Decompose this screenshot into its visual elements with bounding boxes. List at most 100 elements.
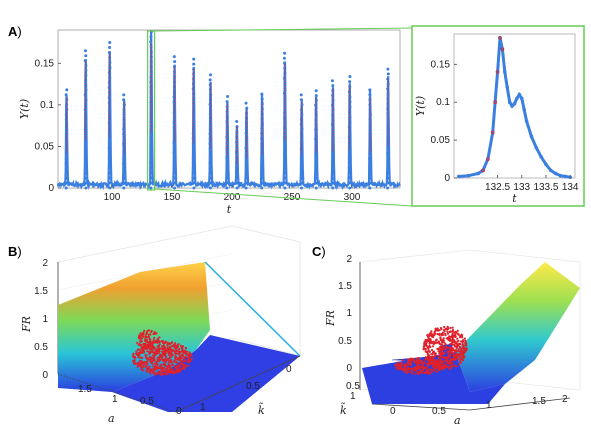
panel-c-scatter-point (425, 369, 428, 372)
panel-a-series-marker (149, 151, 153, 155)
panel-c-scatter-point (455, 349, 458, 352)
inset-series-marker (517, 92, 522, 97)
panel-b-scatter-point (162, 350, 165, 353)
panel-a-series-marker (107, 81, 111, 85)
panel-b-scatter-point (167, 353, 170, 356)
panel-b-scatter-point (182, 363, 185, 366)
inset-y-label: Y(t) (414, 96, 427, 116)
panel-a-series-marker (348, 186, 352, 190)
panel-b-scatter-point (157, 350, 160, 353)
panel-b-scatter-point (144, 353, 147, 356)
panel-b-scatter-point (146, 350, 149, 353)
panel-c-scatter-point (434, 352, 437, 355)
panel-b-scatter-point (139, 340, 142, 343)
panel-b-scatter-point (153, 331, 156, 334)
panel-c-scatter-point (450, 349, 453, 353)
panel-c-scatter-point (454, 333, 457, 336)
panel-a-series-marker (172, 156, 176, 160)
panel-a-series-marker (226, 161, 230, 165)
panel-c-scatter-point (422, 361, 425, 364)
panel-b-scatter-point (145, 363, 148, 366)
inset-peak-marker (498, 35, 502, 40)
panel-c-scatter-point (447, 365, 450, 368)
panel-a-series-marker (314, 157, 318, 161)
panel-c-scatter-point (408, 370, 411, 373)
panel-a-series-marker (331, 142, 335, 146)
panel-a-series-marker (386, 127, 390, 131)
panel-c-scatter-point (456, 340, 459, 343)
panel-a-series-marker (314, 108, 318, 112)
panel-c-scatter-point (441, 349, 444, 352)
panel-c-scatter-point (433, 366, 436, 369)
panel-a-series-marker (331, 152, 335, 156)
panel-c-scatter-point (412, 367, 415, 370)
panel-a-series-marker (149, 35, 153, 39)
panel-a-series-marker (260, 176, 264, 180)
panel-b-scatter-point (144, 356, 147, 359)
panel-b-scatter-point (174, 346, 177, 349)
panel-c-scatter-point (444, 332, 447, 335)
panel-c-scatter-point (441, 361, 444, 364)
panel-a-series-marker (300, 181, 304, 185)
panel-a-series-marker (173, 186, 177, 190)
inset-peak-marker (495, 70, 500, 74)
panel-b-scatter-point (138, 354, 141, 357)
panel-c-scatter-point (421, 364, 424, 367)
panel-c-scatter-point (424, 340, 427, 343)
panel-c-scatter-point (408, 362, 411, 365)
inset-x-label: t (512, 192, 517, 205)
panel-a-series-marker (84, 112, 88, 116)
panel-a-series-marker (368, 166, 372, 170)
panel-b-scatter-point (135, 350, 138, 353)
panel-c-scatter-point (454, 331, 457, 334)
panel-c-scatter-point (439, 345, 442, 349)
panel-a-series-marker (108, 151, 112, 155)
panel-a-series-marker (149, 156, 153, 160)
panel-b-scatter-point (155, 332, 158, 335)
panel-a-series-marker (331, 147, 335, 151)
panel-a-series-marker (122, 181, 126, 185)
panel-a-series-marker (191, 171, 195, 175)
panel-a-series-marker (107, 146, 111, 150)
panel-c-scatter-point (431, 369, 434, 372)
panel-a-series-line (56, 31, 401, 191)
panel-b-scatter-point (149, 333, 152, 336)
panel-a-series-marker (172, 110, 176, 114)
panel-a-series-marker (84, 186, 88, 190)
panel-a-series-marker (192, 146, 196, 150)
panel-a-series-marker (172, 120, 176, 124)
panel-a-series-marker (244, 171, 248, 175)
panel-b-scatter-point (156, 363, 159, 366)
panel-b-scatter-point (145, 331, 149, 335)
panel-a-series-marker (368, 171, 372, 175)
panel-a-series-marker (299, 98, 303, 102)
panel-a-series-marker (172, 105, 176, 109)
panel-a-series-marker (208, 161, 212, 165)
panel-a-series-marker (122, 161, 126, 165)
panel-c-scatter-point (449, 363, 452, 366)
panel-a-series-marker (260, 97, 264, 101)
panel-c-scatter-point (422, 366, 425, 370)
panel-b-scatter-point (161, 341, 165, 344)
panel-a-series-marker (348, 75, 352, 79)
panel-c-scatter-point (411, 372, 414, 375)
panel-b-scatter-point (170, 371, 173, 374)
panel-c-scatter-point (438, 332, 441, 335)
panel-c-scatter-point (424, 358, 427, 361)
panel-a-series-marker (208, 127, 212, 131)
panel-a-series-marker (149, 136, 153, 140)
panel-c-scatter-point (400, 361, 403, 365)
panel-c-k-tick: 0.5 (346, 381, 360, 392)
panel-b-scatter-point (158, 336, 161, 339)
panel-a-series-marker (300, 161, 304, 165)
panel-b-z-tick: 1.5 (34, 286, 48, 297)
panel-c-scatter-point (432, 343, 435, 346)
panel-b-scatter-point (158, 372, 161, 375)
panel-b-scatter-point (180, 344, 183, 347)
panel-b-scatter-point (139, 338, 142, 341)
panel-a-series-marker (260, 186, 264, 190)
panel-b-scatter-point (145, 338, 148, 342)
panel-a-series-marker (84, 152, 88, 156)
panel-c-scatter-point (402, 368, 405, 371)
panel-b-scatter-point (144, 342, 147, 345)
